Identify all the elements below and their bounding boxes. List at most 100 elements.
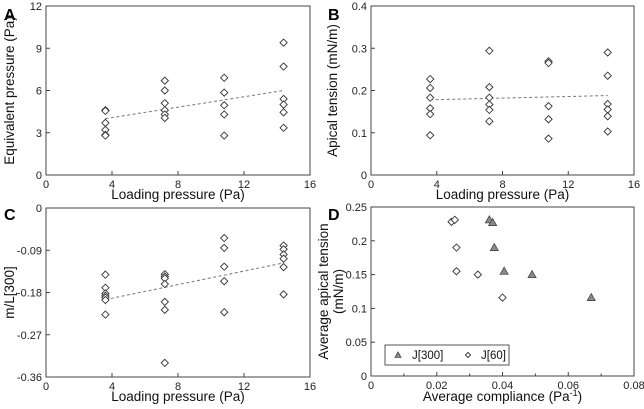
y-axis-title-line2: (mN/m) [331, 269, 346, 314]
y-axis-title: Apical tension (mN/m) [325, 24, 340, 157]
data-point [603, 105, 612, 114]
data-point [279, 254, 288, 263]
x-axis-title: Loading pressure (Pa) [111, 389, 245, 404]
data-point [101, 295, 110, 305]
data-point [603, 127, 612, 136]
x-tick-label: 16 [628, 179, 640, 191]
data-point [160, 358, 170, 368]
y-tick-label: -0.18 [17, 288, 42, 300]
y-tick-label: 0.2 [352, 86, 367, 98]
data-point [160, 279, 170, 289]
legend-box [384, 344, 510, 366]
x-tick-label: 0.02 [426, 380, 447, 392]
data-point [160, 76, 170, 85]
x-tick-label: 8 [175, 179, 181, 191]
data-point [425, 109, 435, 119]
plot-frame [370, 5, 635, 176]
x-axis-title-superscript: -1 [570, 388, 578, 398]
data-point [279, 108, 288, 117]
x-tick-label: 0.06 [558, 380, 579, 392]
data-point [603, 112, 612, 121]
plot-frame [45, 207, 311, 378]
x-tick-label: 4 [109, 381, 115, 393]
data-point [219, 262, 229, 271]
data-point [279, 123, 288, 133]
data-point [101, 310, 110, 319]
plot-frame [45, 5, 311, 176]
data-point [485, 117, 494, 126]
data-point-j-60 [452, 266, 461, 276]
x-tick-label: 8 [499, 179, 505, 191]
data-point [485, 105, 494, 115]
data-point [425, 83, 435, 93]
data-point [101, 118, 110, 128]
x-tick-label: 8 [175, 381, 181, 393]
x-tick-label: 0.08 [623, 380, 644, 392]
data-point [160, 305, 170, 315]
panel-c-chart: 0 4 8 12 16 -0.36 -0.27 -0.18 -0.09 0 Loading pres… [2, 203, 316, 404]
panel-letter-b: B [328, 7, 340, 24]
panel-letter-c: C [4, 207, 16, 224]
y-tick-label: 0 [36, 170, 42, 182]
data-point [160, 297, 170, 307]
panel-letter-d: D [328, 207, 340, 224]
y-tick-label: 0.25 [346, 202, 367, 214]
y-tick-label: 0.2 [352, 236, 367, 248]
x-tick-label: 12 [238, 381, 250, 393]
data-point-j-60 [498, 293, 507, 302]
panel-d-chart: 0 0.02 0.04 0.06 0.08 0 0.05 0.1 0.15 0.2 0.25 Aver… [316, 202, 644, 404]
data-point [101, 131, 110, 140]
data-point [101, 106, 110, 116]
x-tick-label: 12 [238, 179, 250, 191]
trend-line [105, 262, 284, 301]
x-tick-label: 0 [368, 380, 374, 392]
x-axis-title-end: ) [578, 389, 583, 404]
x-tick-label: 0 [43, 179, 49, 191]
data-point [544, 101, 553, 111]
data-point [485, 93, 494, 102]
legend-label-j300: J[300] [412, 350, 443, 362]
data-point [485, 82, 494, 92]
x-tick-label: 16 [304, 381, 316, 393]
data-point-j-60 [473, 270, 483, 279]
data-point-j-300 [586, 292, 596, 301]
y-tick-label: 9 [36, 43, 42, 55]
y-tick-label: 0.15 [346, 270, 367, 282]
data-point [544, 58, 553, 68]
data-point [219, 101, 229, 110]
y-axis-title: Equivalent pressure (Pa) [2, 16, 17, 165]
data-point [101, 270, 110, 279]
data-point [279, 62, 288, 71]
data-point [279, 262, 288, 272]
data-point [279, 38, 288, 47]
y-tick-label: -0.27 [17, 330, 42, 342]
x-tick-label: 0.04 [492, 380, 513, 392]
data-point [425, 93, 435, 102]
data-point-j-300 [489, 242, 499, 251]
y-tick-label: -0.36 [17, 372, 42, 384]
y-tick-label: 12 [30, 1, 42, 13]
data-point-j-300 [527, 269, 537, 279]
data-point [603, 48, 612, 57]
data-point [219, 73, 229, 83]
data-point [160, 98, 170, 108]
data-point-j-300 [499, 266, 509, 275]
data-point [544, 134, 553, 143]
y-tick-label: 6 [36, 86, 42, 98]
y-tick-label: 0 [36, 203, 42, 215]
y-tick-label: -0.09 [17, 245, 42, 257]
y-tick-label: 0.05 [346, 337, 367, 349]
data-point [544, 114, 553, 124]
data-point [160, 113, 170, 123]
x-axis-title: Average compliance (Pa-1) [423, 388, 582, 404]
data-point-j-60 [450, 215, 460, 225]
data-point [219, 131, 229, 140]
data-point-j-300 [487, 217, 498, 226]
data-point [603, 71, 612, 80]
panel-letter-a: A [4, 7, 16, 24]
data-point [219, 233, 229, 243]
x-axis-title: Loading pressure (Pa) [111, 187, 245, 202]
data-point [219, 276, 229, 286]
